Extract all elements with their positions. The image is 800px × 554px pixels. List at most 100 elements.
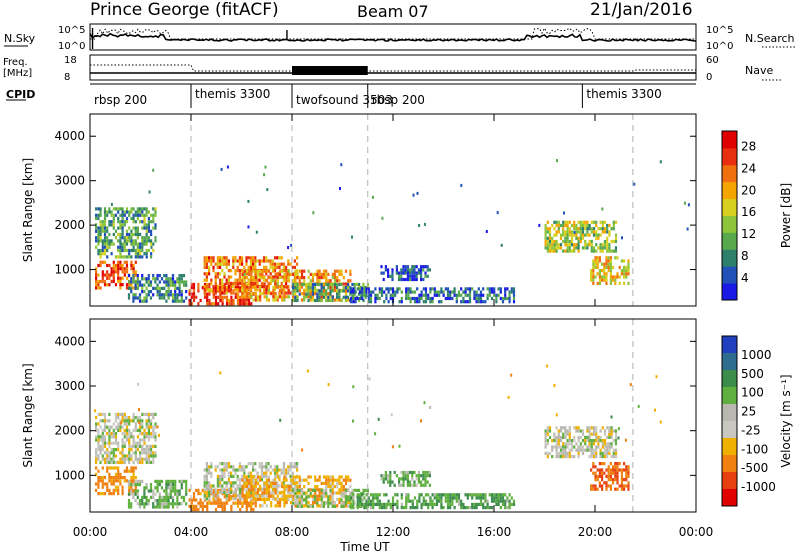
data-cell <box>327 481 330 485</box>
data-cell <box>174 483 177 487</box>
data-cell <box>614 455 618 459</box>
data-cell <box>307 501 310 505</box>
data-cell <box>614 233 618 237</box>
data-cell <box>216 272 219 276</box>
data-cell <box>586 439 589 443</box>
data-cell <box>178 274 181 278</box>
data-cell <box>479 496 483 500</box>
data-cell <box>165 489 168 493</box>
data-cell <box>376 499 379 503</box>
data-cell <box>415 483 418 487</box>
data-cell <box>114 441 118 445</box>
data-cell <box>165 299 168 303</box>
data-cell <box>546 220 549 224</box>
data-cell <box>260 462 263 466</box>
data-cell <box>108 220 111 224</box>
data-cell <box>208 288 211 292</box>
data-cell <box>588 439 591 443</box>
data-cell <box>544 236 547 240</box>
data-cell <box>141 226 144 230</box>
data-cell <box>121 438 124 442</box>
data-cell <box>349 292 352 296</box>
data-cell <box>551 445 554 449</box>
data-cell <box>110 479 113 483</box>
data-cell <box>239 298 242 303</box>
data-cell <box>123 213 126 217</box>
data-cell <box>125 210 129 214</box>
data-cell <box>130 277 133 281</box>
data-cell <box>609 487 612 491</box>
data-cell <box>121 216 124 221</box>
data-cell <box>154 226 157 230</box>
data-cell <box>119 226 122 230</box>
data-cell <box>555 448 558 452</box>
data-cell <box>114 435 118 439</box>
data-cell <box>303 276 306 280</box>
data-cell <box>130 457 133 461</box>
data-cell <box>163 296 166 300</box>
data-cell <box>314 282 317 287</box>
data-cell <box>160 495 164 499</box>
data-cell <box>143 412 146 416</box>
data-cell <box>287 295 290 299</box>
data-cell <box>95 422 98 426</box>
data-cell <box>584 233 587 237</box>
data-cell <box>171 486 175 490</box>
data-cell <box>171 495 175 499</box>
data-cell <box>132 263 135 268</box>
data-cell <box>608 246 611 250</box>
data-cell <box>119 479 122 483</box>
data-cell <box>245 282 249 286</box>
data-cell <box>128 239 131 243</box>
data-cell <box>134 232 137 237</box>
data-cell <box>278 295 282 299</box>
data-cell <box>457 493 461 497</box>
data-cell <box>285 501 288 505</box>
data-cell <box>352 419 354 423</box>
data-cell <box>256 288 259 292</box>
data-cell <box>141 444 144 448</box>
data-cell <box>367 290 370 294</box>
data-cell <box>546 364 549 368</box>
data-cell <box>121 248 124 253</box>
data-cell <box>160 505 164 509</box>
data-cell <box>145 277 148 281</box>
data-cell <box>225 286 229 290</box>
data-cell <box>614 236 618 240</box>
data-cell <box>625 265 628 269</box>
data-cell <box>300 478 304 482</box>
data-cell <box>125 286 129 290</box>
data-cell <box>243 468 246 472</box>
data-cell <box>185 486 188 490</box>
data-cell <box>260 478 263 482</box>
data-cell <box>230 495 233 499</box>
data-cell <box>292 289 295 293</box>
data-cell <box>354 290 357 294</box>
data-cell <box>570 448 574 452</box>
data-cell <box>225 281 228 285</box>
data-cell <box>267 468 270 472</box>
data-cell <box>287 272 290 276</box>
data-cell <box>103 248 107 253</box>
data-cell <box>316 272 319 276</box>
data-cell <box>564 233 567 237</box>
data-cell <box>595 455 598 459</box>
data-cell <box>121 210 124 214</box>
data-cell <box>270 481 273 485</box>
data-cell <box>143 502 146 506</box>
data-cell <box>391 502 395 506</box>
data-cell <box>254 481 257 485</box>
data-cell <box>201 508 204 512</box>
data-cell <box>130 210 133 214</box>
data-cell <box>374 287 377 291</box>
data-cell <box>473 296 476 301</box>
data-cell <box>544 246 547 250</box>
data-cell <box>391 296 395 301</box>
data-cell <box>99 419 102 423</box>
data-cell <box>333 269 337 273</box>
data-cell <box>431 499 434 503</box>
data-cell <box>232 256 235 260</box>
data-cell <box>455 300 458 304</box>
data-cell <box>212 285 215 289</box>
data-cell <box>265 465 268 469</box>
